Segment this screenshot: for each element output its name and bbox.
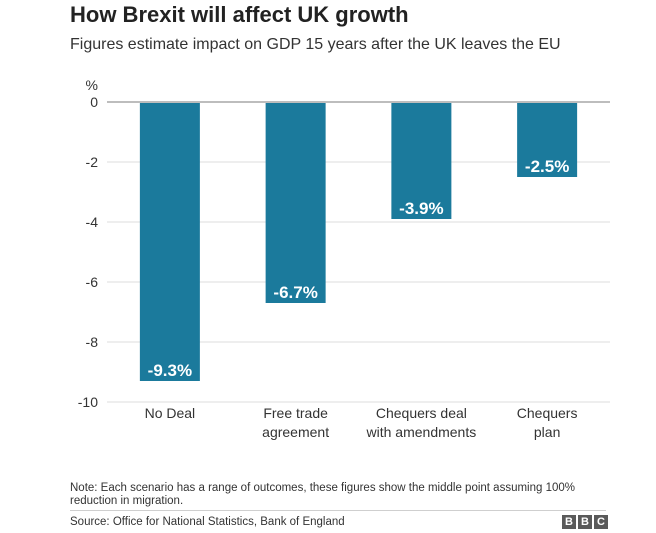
y-axis-label: % [86, 77, 98, 93]
bar [265, 102, 326, 303]
footer-divider [70, 510, 606, 511]
chart-source: Source: Office for National Statistics, … [70, 516, 345, 528]
y-tick-label: -2 [86, 154, 99, 170]
bbc-logo-letter: C [594, 515, 608, 529]
x-tick-label-line: plan [534, 424, 560, 440]
data-label: -2.5% [525, 157, 569, 176]
y-tick-label: -10 [78, 394, 98, 410]
y-tick-label: -6 [86, 274, 99, 290]
bbc-logo-letter: B [578, 515, 592, 529]
x-tick-label: No Deal [145, 405, 196, 421]
y-tick-label: 0 [90, 94, 98, 110]
x-tick-label-line: with amendments [366, 424, 477, 440]
chart-title: How Brexit will affect UK growth [70, 2, 409, 27]
chart-note: Note: Each scenario has a range of outco… [70, 482, 576, 507]
x-tick-label: Chequers plan [517, 405, 578, 440]
x-tick-label: Chequers deal with amendments [366, 405, 477, 440]
x-tick-label-line: No Deal [145, 405, 196, 421]
x-tick-label-line: agreement [262, 424, 329, 440]
data-label: -9.3% [148, 361, 192, 380]
x-tick-label-line: Chequers deal [376, 405, 467, 421]
bbc-logo-letter: B [562, 515, 576, 529]
y-tick-label: -4 [86, 214, 99, 230]
bar [517, 102, 578, 177]
x-tick-label-line: Chequers [517, 405, 578, 421]
bar [139, 102, 200, 381]
y-tick-label: -8 [86, 334, 99, 350]
bar [391, 102, 452, 219]
chart-subtitle: Figures estimate impact on GDP 15 years … [70, 36, 561, 53]
x-tick-label: Free trade agreement [262, 405, 329, 440]
x-tick-label-line: Free trade [263, 405, 328, 421]
data-label: -3.9% [399, 199, 443, 218]
bbc-logo: B B C [562, 515, 608, 529]
data-label: -6.7% [273, 283, 317, 302]
bar-chart: 0 -2 -4 -6 -8 -10% -9.3% No Deal -6.7% Free trade… [78, 77, 610, 440]
